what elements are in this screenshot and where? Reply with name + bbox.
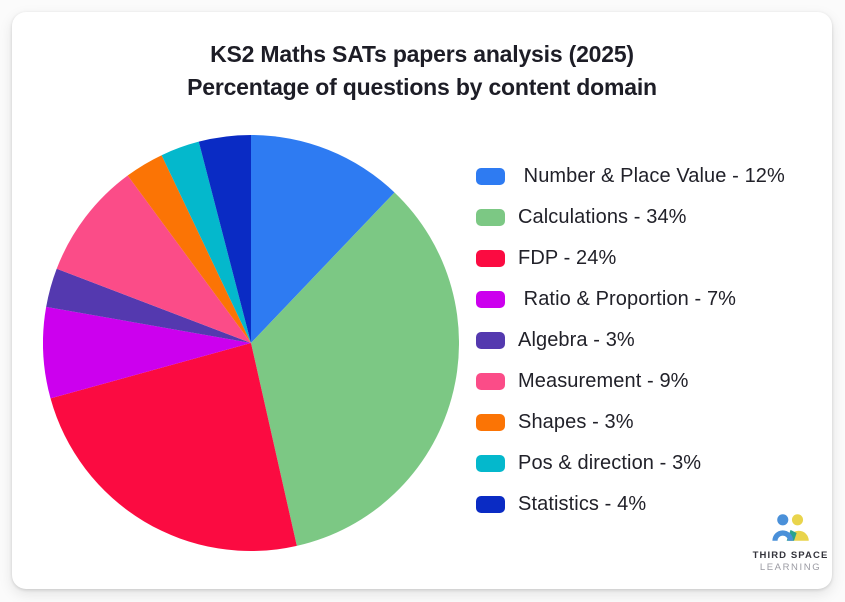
chart-card: KS2 Maths SATs papers analysis (2025) Pe… [12,12,832,589]
legend-swatch-number-place-value [476,168,505,185]
pie-slice-measurement [56,175,252,343]
legend-swatch-algebra [476,332,505,349]
legend-label-measurement: Measurement - 9% [518,370,689,392]
legend-item-measurement: Measurement - 9% [476,361,785,402]
legend-label-calculations: Calculations - 34% [518,206,687,228]
legend-swatch-shapes [476,414,505,431]
legend-swatch-ratio-proportion [476,291,505,308]
pie-slice-statistics [198,135,251,343]
chart-title-line1: KS2 Maths SATs papers analysis (2025) [210,41,634,67]
legend-label-algebra: Algebra - 3% [518,329,635,351]
legend-item-fdp: FDP - 24% [476,238,785,279]
pie-slice-calculations [251,192,460,546]
legend-label-pos-direction: Pos & direction - 3% [518,452,702,474]
chart-title-line2: Percentage of questions by content domai… [187,74,657,100]
legend-label-statistics: Statistics - 4% [518,493,647,515]
two-people-icon [771,514,809,541]
pie-chart-svg [42,135,460,551]
legend-label-number-place-value: Number & Place Value - 12% [518,165,785,187]
brand-logo: THIRD SPACE LEARNING [728,512,845,573]
legend-label-shapes: Shapes - 3% [518,411,634,433]
pie-chart [42,135,460,551]
legend-swatch-pos-direction [476,455,505,472]
legend-label-fdp: FDP - 24% [518,247,617,269]
legend-item-algebra: Algebra - 3% [476,320,785,361]
legend-swatch-measurement [476,373,505,390]
pie-slice-fdp [50,343,297,551]
legend-item-number-place-value: Number & Place Value - 12% [476,156,785,197]
legend-swatch-statistics [476,496,505,513]
brand-name-line2: LEARNING [759,562,822,573]
pie-slice-ratio-proportion [42,306,251,399]
chart-title: KS2 Maths SATs papers analysis (2025) Pe… [12,38,832,104]
legend-item-pos-direction: Pos & direction - 3% [476,443,785,484]
pie-slice-number-place-value [251,135,395,343]
brand-name-line1: THIRD SPACE [752,550,829,561]
pie-slice-pos-direction [161,141,251,343]
legend-item-calculations: Calculations - 34% [476,197,785,238]
legend-item-ratio-proportion: Ratio & Proportion - 7% [476,279,785,320]
legend-label-ratio-proportion: Ratio & Proportion - 7% [518,288,737,310]
legend-swatch-fdp [476,250,505,267]
pie-slice-shapes [127,155,251,343]
chart-legend: Number & Place Value - 12% Calculations -… [476,156,785,525]
legend-item-shapes: Shapes - 3% [476,402,785,443]
legend-swatch-calculations [476,209,505,226]
pie-slice-algebra [46,268,251,343]
legend-item-statistics: Statistics - 4% [476,484,785,525]
